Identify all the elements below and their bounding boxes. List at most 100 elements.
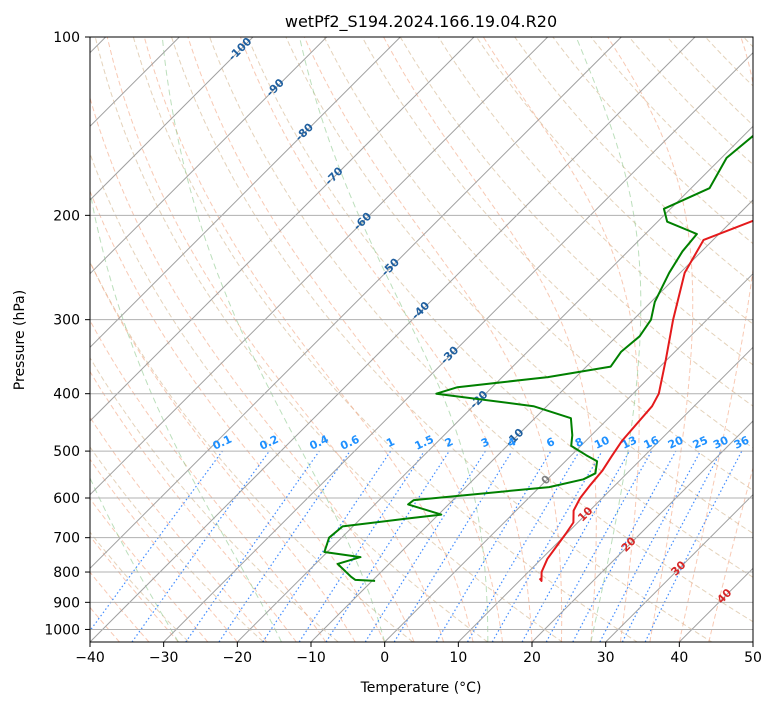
- ice-lines: [90, 37, 642, 642]
- isotherm-line: [310, 199, 753, 642]
- y-tick-label: 300: [53, 313, 80, 329]
- sounding-line: [323, 134, 753, 582]
- dry-adiabat-line: [437, 37, 753, 366]
- ice-line: [161, 37, 386, 642]
- isotherm-line: [90, 37, 328, 275]
- chart-title: wetPf2_S194.2024.166.19.04.R20: [285, 12, 557, 32]
- dry-adiabat-line: [90, 356, 340, 642]
- dry-adiabat-line: [90, 152, 489, 642]
- dry-adiabat-line: [285, 37, 753, 535]
- mixing-ratio-line: [521, 450, 631, 642]
- dry-adiabat-line: [704, 37, 753, 87]
- moist-adiabat-line: [239, 37, 533, 642]
- mixing-ratio-label: 2: [443, 435, 455, 450]
- mixing-ratio-line: [393, 450, 513, 642]
- mixing-ratio-line: [545, 450, 653, 642]
- moist-adiabat-line: [708, 466, 753, 642]
- y-tick-label: 600: [53, 491, 80, 507]
- dry-adiabat-line: [590, 37, 753, 205]
- moist-adiabat-line: [90, 189, 386, 642]
- mixing-ratio-label: 1: [384, 435, 396, 450]
- isotherm-line: [90, 37, 254, 201]
- mixing-ratio-line: [90, 450, 223, 632]
- moist-adiabat-line: [383, 37, 597, 642]
- y-axis: 100 200 300 400 500 600 700 800 900 1000: [44, 30, 90, 638]
- dry-adiabat-line: [90, 531, 190, 642]
- y-tick-label: 800: [53, 565, 80, 581]
- dry-adiabat-line: [171, 37, 713, 642]
- x-tick-label: −40: [75, 650, 105, 666]
- mixing-ratio-label: 25: [691, 434, 710, 452]
- isotherm-line: [236, 125, 753, 642]
- moist-adiabat-line: [482, 37, 640, 642]
- x-tick-label: −30: [149, 650, 179, 666]
- isotherm-line: [384, 272, 753, 642]
- x-tick-label: 30: [597, 650, 615, 666]
- x-tick-label: 20: [523, 650, 541, 666]
- dry-adiabat-line: [94, 37, 564, 642]
- mixing-ratio-line: [599, 450, 702, 642]
- dry-adiabat-line: [514, 37, 753, 285]
- dry-adiabat-line: [90, 260, 414, 642]
- mixing-ratio-label: 13: [620, 434, 639, 452]
- isotherm-line: [90, 37, 549, 496]
- mixing-ratio-label: 0.1: [211, 433, 234, 453]
- isotherm-line: [163, 51, 753, 642]
- dry-adiabat-line: [769, 24, 775, 647]
- isotherm-line: [90, 37, 696, 642]
- moist-adiabats: [90, 37, 753, 642]
- moist-adiabat-line: [90, 458, 238, 642]
- moist-adiabat-line: [187, 37, 503, 642]
- dry-adiabat-line: [247, 37, 753, 578]
- y-tick-label: 700: [53, 531, 80, 547]
- mixing-ratio-label: 0.6: [338, 432, 361, 452]
- mixing-ratio-line: [572, 450, 677, 642]
- mixing-ratio-label: 10: [592, 433, 612, 451]
- dry-adiabat-line: [628, 37, 753, 166]
- ice-line: [90, 188, 282, 642]
- y-tick-label: 400: [53, 387, 80, 403]
- dry-adiabat-line: [209, 37, 753, 623]
- y-tick-label: 1000: [44, 622, 80, 638]
- x-tick-label: −10: [296, 650, 326, 666]
- moist-adiabat-line: [90, 416, 268, 642]
- x-tick-label: 10: [449, 650, 467, 666]
- mixing-ratio-line: [262, 450, 392, 642]
- moist-adiabat-line: [678, 37, 753, 642]
- plot-frame: [89, 36, 754, 643]
- y-tick-label: 200: [53, 208, 80, 224]
- mixing-ratio-line: [298, 450, 425, 642]
- mixing-ratio-line: [466, 450, 580, 642]
- isotherm-line: [90, 37, 622, 570]
- sounding-line: [538, 219, 753, 582]
- mixing-ratio-label: 30: [711, 433, 731, 451]
- isotherm-line: [752, 641, 753, 642]
- dry-adiabat-line: [552, 37, 753, 245]
- x-tick-label: 40: [670, 650, 688, 666]
- moist-adiabat-line: [90, 497, 209, 642]
- mixing-ratio-line: [131, 450, 270, 642]
- y-tick-label: 500: [53, 444, 80, 460]
- ice-line: [299, 37, 489, 642]
- mixing-ratio-label: 20: [666, 433, 686, 451]
- ice-line: [575, 37, 642, 642]
- mixing-ratio-line: [218, 450, 351, 642]
- x-tick-label: 0: [380, 650, 389, 666]
- mixing-ratio-lines: [90, 450, 743, 642]
- y-tick-label: 900: [53, 595, 80, 611]
- x-axis-title: Temperature (°C): [360, 680, 482, 696]
- mixing-ratio-label: 16: [642, 433, 662, 451]
- moist-adiabat-line: [90, 260, 356, 642]
- y-axis-title: Pressure (hPa): [12, 290, 28, 390]
- x-tick-label: 50: [744, 650, 762, 666]
- moist-adiabat-line: [143, 37, 474, 642]
- moist-adiabat-line: [106, 37, 445, 642]
- dry-adiabat-line: [475, 37, 753, 325]
- dry-adiabat-line: [323, 37, 753, 491]
- isotherm-line: [678, 567, 753, 642]
- dry-adiabat-line: [90, 446, 265, 642]
- sounding-series: [323, 134, 753, 582]
- x-tick-label: −20: [223, 650, 253, 666]
- moist-adiabat-line: [90, 319, 327, 642]
